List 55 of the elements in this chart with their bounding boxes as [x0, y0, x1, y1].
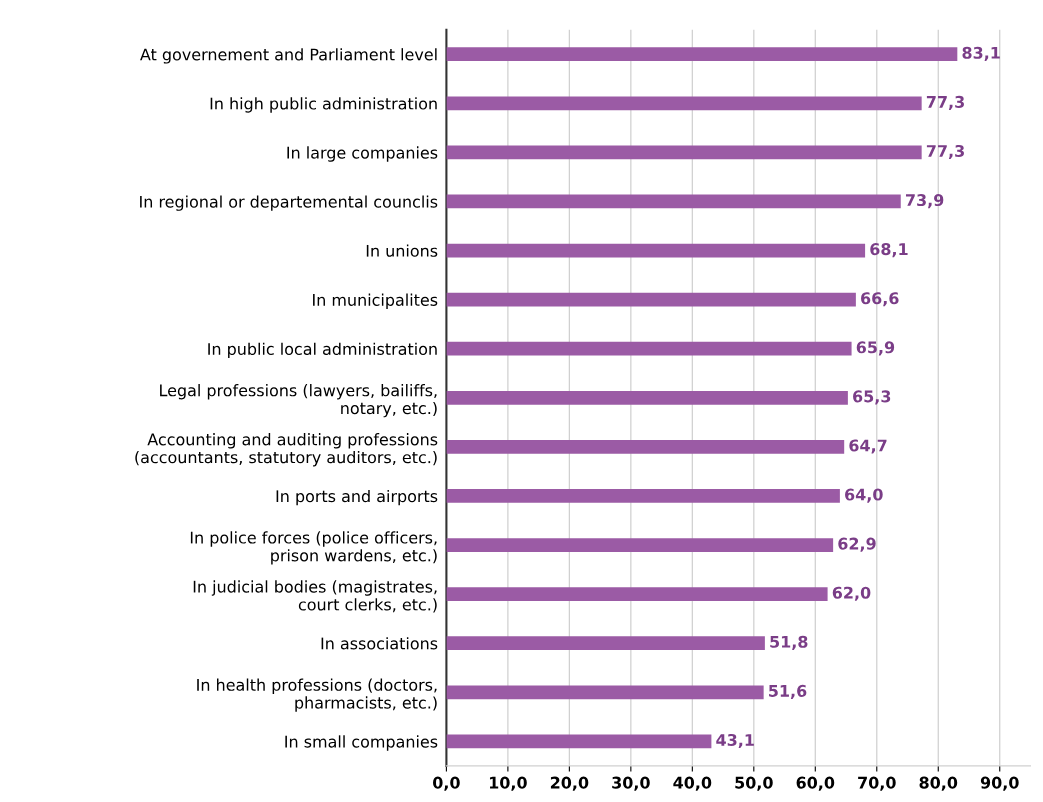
x-tick-label: 20,0 [550, 776, 589, 791]
x-tick-label: 0,0 [433, 776, 460, 791]
x-tick-label: 60,0 [796, 776, 835, 791]
y-tick-label: In high public administration [210, 97, 437, 113]
data-label: 64,7 [849, 439, 887, 454]
data-label: 65,3 [853, 390, 891, 405]
data-label: 77,3 [926, 144, 964, 160]
bar [446, 243, 866, 258]
bar [446, 47, 958, 62]
y-tick-label: In small companies [285, 735, 438, 751]
bar [446, 636, 765, 651]
data-label: 68,1 [870, 243, 908, 258]
bar [446, 587, 828, 601]
y-tick-label: In municipalites [313, 293, 438, 310]
data-label: 62,0 [832, 586, 871, 601]
bar [446, 390, 848, 405]
x-tick-label: 50,0 [735, 776, 773, 791]
y-tick-label: Legal professions (lawyers, bailiffs, notary, etc.) [160, 383, 437, 418]
bar [446, 194, 901, 209]
bar [446, 341, 852, 356]
data-label: 65,9 [856, 341, 895, 356]
y-tick-label: In large companies [287, 146, 438, 162]
data-label: 43,1 [716, 733, 754, 749]
y-tick-label: In judicial bodies (magistrates, court clerks, etc.) [193, 580, 437, 613]
x-tick-label: 90,0 [980, 776, 1019, 791]
bar [446, 96, 922, 111]
data-label: 66,6 [861, 292, 899, 307]
bar [446, 685, 764, 700]
y-tick-label: Accounting and auditing professions (accountants, statutory auditors, etc.) [135, 433, 438, 467]
y-tick-label: In ports and airports [276, 489, 438, 506]
data-label: 77,3 [926, 95, 964, 110]
y-tick-label: In regional or departemental counclis [140, 195, 438, 211]
data-label: 62,9 [838, 537, 876, 552]
bar [446, 538, 834, 552]
data-label: 73,9 [905, 194, 944, 209]
x-tick-label: 40,0 [673, 776, 712, 791]
bar [446, 489, 840, 503]
x-tick-label: 80,0 [919, 776, 958, 791]
y-tick-label: In public local administration [208, 342, 437, 359]
data-label: 51,8 [770, 635, 808, 650]
y-tick-label: In health professions (doctors, pharmacists, etc.) [197, 678, 437, 712]
y-tick-label: In unions [366, 244, 438, 257]
bar [446, 292, 856, 307]
bar [446, 734, 712, 749]
bar [446, 440, 845, 454]
y-tick-label: In associations [321, 637, 438, 650]
data-label: 83,1 [962, 46, 1000, 61]
x-tick-label: 70,0 [858, 776, 896, 791]
bar [446, 145, 922, 160]
x-tick-label: 30,0 [612, 776, 650, 791]
y-tick-label: In police forces (police officers, prison wardens, etc.) [190, 531, 437, 565]
y-tick-label: At governement and Parliament level [140, 48, 437, 64]
data-label: 51,6 [769, 684, 807, 699]
data-label: 64,0 [845, 488, 883, 503]
x-tick-label: 10,0 [489, 776, 527, 791]
